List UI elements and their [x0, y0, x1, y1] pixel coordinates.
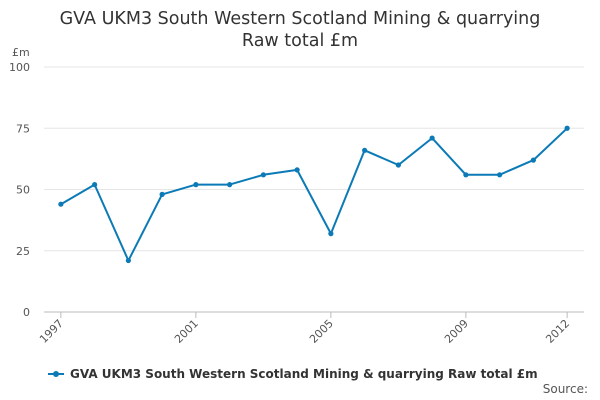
y-tick-label-100: 100 — [9, 61, 30, 74]
chart-title-line-1: GVA UKM3 South Western Scotland Mining &… — [59, 9, 541, 29]
data-point-2010 — [497, 172, 503, 178]
data-point-2004 — [294, 167, 300, 173]
data-point-2005 — [328, 231, 334, 237]
legend[interactable]: GVA UKM3 South Western Scotland Mining &… — [48, 366, 538, 382]
data-point-2003 — [260, 172, 266, 178]
chart-title-line-2: Raw total £m — [241, 31, 359, 51]
y-tick-label-0: 0 — [23, 306, 30, 319]
y-tick-label-75: 75 — [16, 122, 30, 135]
data-point-1997 — [58, 201, 64, 207]
x-tick-label-2012: 2012 — [543, 317, 572, 346]
y-tick-label-25: 25 — [16, 245, 30, 258]
data-point-1998 — [92, 182, 98, 188]
source-label: Source: — [542, 382, 588, 396]
legend-swatch — [48, 371, 64, 377]
data-point-2011 — [530, 157, 536, 163]
data-point-2009 — [463, 172, 469, 178]
chart-title: GVA UKM3 South Western Scotland Mining &… — [0, 8, 600, 52]
data-point-2012 — [564, 125, 570, 131]
x-tick-label-2009: 2009 — [442, 317, 471, 346]
legend-label: GVA UKM3 South Western Scotland Mining &… — [70, 367, 538, 381]
x-tick-label-2005: 2005 — [307, 317, 336, 346]
data-point-2008 — [429, 135, 435, 141]
series-line-0 — [60, 127, 568, 262]
data-point-2001 — [193, 182, 199, 188]
y-axis-unit-label: £m — [12, 46, 30, 59]
data-point-2002 — [227, 182, 233, 188]
data-point-1999 — [125, 257, 131, 264]
data-point-2000 — [159, 191, 165, 197]
y-tick-label-50: 50 — [16, 184, 30, 197]
data-point-2006 — [362, 147, 368, 153]
data-point-2007 — [395, 162, 401, 168]
x-tick-label-2001: 2001 — [172, 317, 201, 346]
x-tick-label-1997: 1997 — [37, 317, 66, 346]
